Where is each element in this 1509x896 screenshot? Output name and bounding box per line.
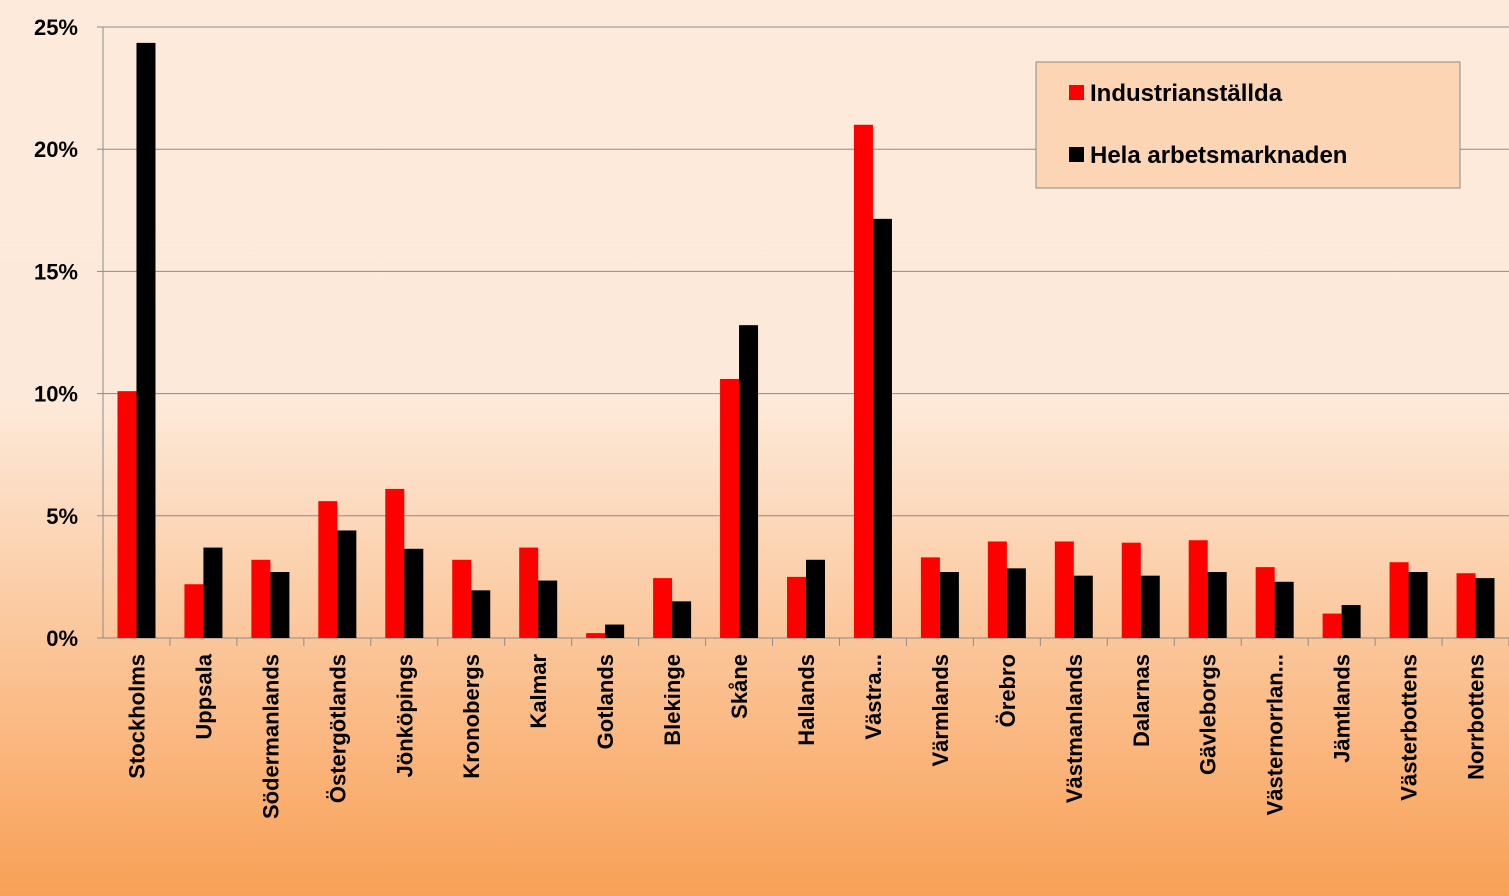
legend: Industrianställda Hela arbetsmarknaden [1035, 61, 1461, 189]
bar [519, 547, 539, 638]
bar [1255, 567, 1275, 638]
legend-label: Industrianställda [1090, 80, 1283, 107]
bar [471, 590, 491, 638]
x-tick-label: Kalmar [526, 654, 551, 729]
x-tick-label: Västernorrlan... [1263, 654, 1288, 815]
x-tick-label: Västmanlands [1062, 654, 1087, 803]
y-tick-label: 10% [34, 382, 78, 407]
bar [787, 576, 806, 638]
x-tick-label: Örebro [995, 654, 1020, 727]
legend-swatch [1069, 147, 1084, 162]
labels: 0% 5% 10% 15% 20% 25% Stockholms Uppsala Söderma… [34, 15, 1489, 819]
legend-label: Hela arbetsmarknaden [1090, 142, 1347, 169]
bar [538, 580, 558, 638]
bar [1341, 605, 1361, 638]
bar [739, 325, 759, 638]
bar [920, 557, 940, 638]
x-tick-label: Skåne [727, 654, 752, 719]
bar [1054, 541, 1074, 638]
bar [404, 548, 424, 638]
x-tick-label: Stockholms [124, 654, 149, 779]
bar [270, 572, 290, 638]
x-tick-label: Dalarnas [1129, 654, 1154, 747]
bar [806, 559, 825, 638]
x-tick-label: Norrbottens [1464, 654, 1489, 780]
x-tick-label: Värmlands [928, 654, 953, 767]
x-tick-label: Gotlands [593, 654, 618, 749]
bar [1188, 540, 1208, 638]
x-tick-label: Gävleborgs [1196, 654, 1221, 775]
y-tick-label: 0% [46, 626, 78, 651]
legend-box [1035, 61, 1461, 189]
y-tick-label: 15% [34, 259, 78, 284]
bar [872, 218, 892, 638]
bar [203, 547, 223, 638]
bar [184, 584, 204, 638]
bar [117, 391, 137, 638]
x-tick-label: Västra... [861, 654, 886, 740]
x-tick-label: Östergötlands [325, 654, 350, 803]
x-tick-label: Kronobergs [459, 654, 484, 779]
bar [1006, 568, 1026, 638]
bar [853, 124, 873, 638]
bar [136, 42, 156, 639]
bar [251, 559, 271, 638]
bar [337, 530, 357, 638]
x-tick-label: Hallands [794, 654, 819, 746]
bar [1073, 575, 1093, 638]
bar [1274, 581, 1294, 638]
x-tick-label: Västerbottens [1397, 654, 1422, 801]
bar [1389, 562, 1409, 638]
x-tick-label: Jämtlands [1330, 654, 1355, 763]
bar [452, 559, 472, 638]
legend-swatch [1069, 85, 1084, 100]
bar [987, 541, 1007, 638]
bar [586, 633, 606, 638]
x-tick-label: Södermanlands [258, 654, 283, 819]
bars [117, 42, 1495, 639]
bar [1140, 575, 1160, 638]
bar [720, 378, 740, 638]
bar [1121, 542, 1141, 638]
bar [385, 488, 405, 638]
bar [939, 572, 959, 638]
bar [1475, 578, 1495, 638]
y-tick-label: 5% [46, 504, 78, 529]
y-tick-label: 25% [34, 15, 78, 40]
bar [1322, 613, 1342, 638]
x-tick-label: Jönköpings [392, 654, 417, 777]
x-tick-label: Uppsala [191, 653, 216, 739]
bar [1408, 572, 1428, 638]
bar [1207, 572, 1227, 638]
x-tick-label: Blekinge [660, 654, 685, 746]
bar [653, 578, 673, 638]
y-tick-label: 20% [34, 137, 78, 162]
bar [318, 501, 338, 638]
bar [1456, 573, 1476, 638]
bar [672, 601, 692, 638]
bar [605, 624, 625, 638]
